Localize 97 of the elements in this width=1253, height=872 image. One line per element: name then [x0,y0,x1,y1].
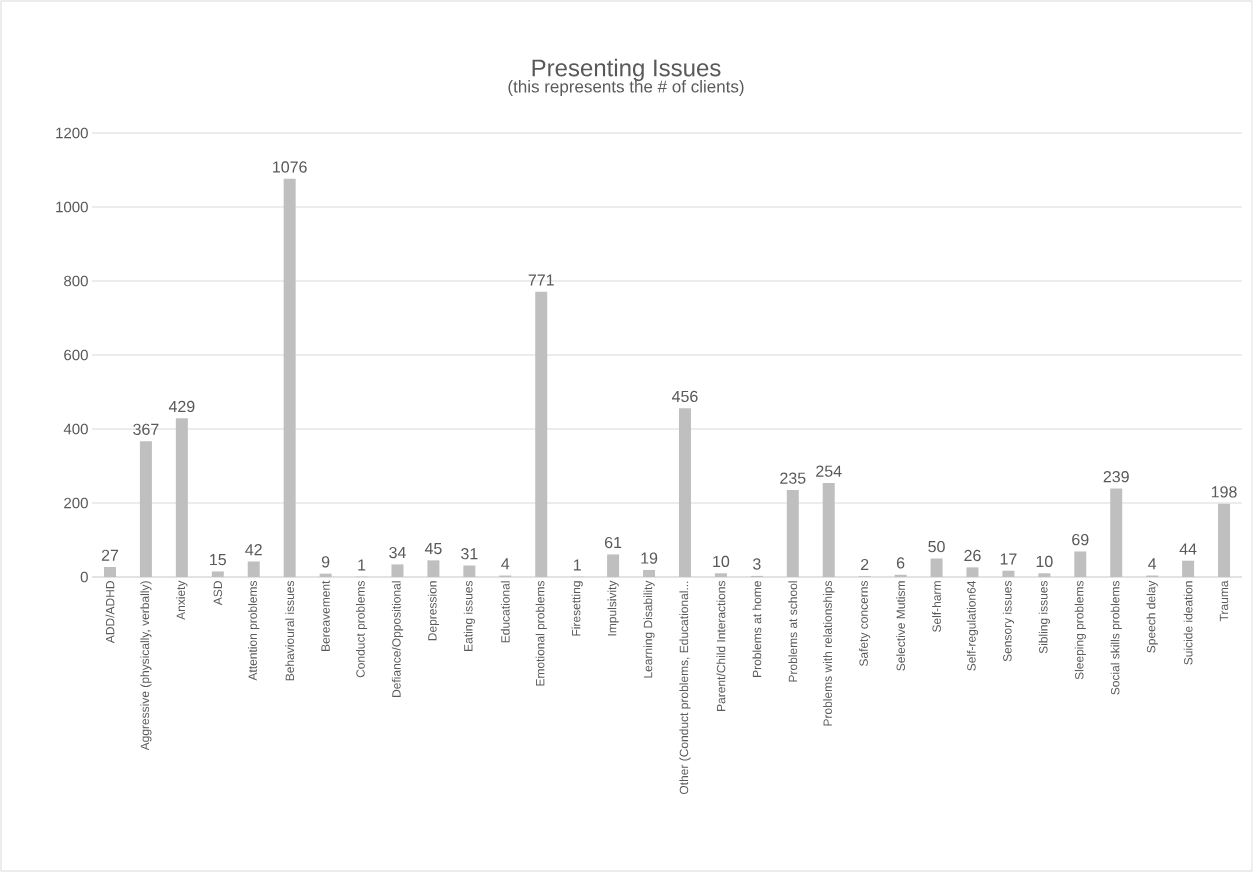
x-tick-label: Sibling issues [1038,580,1050,654]
data-label: 15 [210,554,227,566]
bar [607,554,620,577]
bar [1002,570,1015,577]
bar [822,483,835,577]
data-label: 10 [713,555,730,568]
x-tick-label: ADD/ADHD [105,581,115,644]
data-label: 6 [896,557,905,569]
data-label: 198 [1211,486,1237,498]
data-label: 17 [1000,553,1017,565]
bar [966,567,979,577]
x-tick-label: Behavioural issues [285,580,295,681]
data-label: 235 [780,472,806,484]
bar [930,558,943,577]
data-label: 34 [389,546,406,559]
bar [283,178,296,577]
data-label: 1076 [273,161,307,173]
x-tick-label: Self-harm [932,581,941,632]
x-tick-label: Self-regulation64 [966,580,979,671]
x-tick-label: Sleeping problems [1074,580,1086,680]
data-label: 239 [1103,471,1129,483]
bar [319,573,332,577]
x-tick-label: Parent/Child Interactions [716,580,726,711]
data-label: 771 [528,274,554,286]
x-tick-label: Suicide ideation [1183,581,1193,665]
x-tick-label: Emotional problems [535,580,547,686]
x-tick-label: Social skills problems [1110,580,1122,695]
bar [463,565,476,577]
data-label: 50 [928,540,945,553]
data-label: 9 [321,556,330,568]
bar [1182,560,1195,577]
bar [1218,503,1231,577]
x-tick-label: Selective Mutism [896,581,905,671]
data-label: 10 [1036,555,1053,568]
x-tick-label: Attention problems [248,580,260,681]
bar [247,561,260,577]
x-tick-label: Impulsivity [607,580,619,636]
x-tick-label: Anxiety [176,580,188,620]
bar [678,408,691,577]
y-tick-label: 400 [63,423,88,435]
x-tick-label: Learning Disability [643,580,655,678]
bar [1074,551,1087,577]
bar [786,490,799,577]
data-label: 45 [424,542,442,555]
data-label: 1 [573,559,581,571]
data-label: 254 [816,465,842,477]
data-label: 19 [641,552,658,564]
x-tick-label: Problems at home [752,581,762,677]
bar [391,564,404,577]
x-tick-label: Safety concerns [859,580,871,667]
data-label: 44 [1179,543,1197,555]
x-tick-label: Problems at school [788,581,798,682]
bar [103,567,116,577]
y-tick-label: 1200 [56,127,88,139]
y-tick-label: 200 [64,497,88,509]
bar [1038,573,1051,577]
x-tick-label: Firesetting [571,581,583,636]
x-tick-label: Conduct problems [355,580,368,678]
data-label: 4 [501,558,510,570]
x-tick-label: Eating issues [463,580,475,651]
bar [211,571,224,577]
x-tick-label: Speech delay [1146,580,1158,653]
data-label: 456 [671,390,698,403]
x-tick-label: Defiance/Oppositional [391,581,404,697]
x-tick-label: ASD [213,581,223,606]
data-label: 4 [1148,558,1157,570]
bar [427,560,440,577]
y-tick-label: 0 [80,571,88,583]
data-label: 367 [133,423,159,435]
y-tick-label: 800 [64,275,88,287]
bar [1110,488,1123,577]
data-label: 61 [605,536,622,549]
bar [535,291,548,577]
data-label: 2 [861,558,869,571]
bar [714,573,727,577]
data-label: 27 [101,549,119,561]
x-tick-label: Other (Conduct problems, Educational... [679,581,691,795]
data-label: 69 [1072,533,1089,546]
data-label: 42 [245,544,262,556]
x-tick-label: Bereavement [321,580,330,651]
data-label: 31 [461,547,478,560]
data-label: 3 [753,558,761,570]
x-tick-label: Trauma [1219,580,1229,622]
data-label: 26 [964,549,981,562]
bar [175,418,188,577]
x-tick-label: Depression [427,581,440,641]
x-tick-label: Aggressive (physically, verbally) [140,581,152,751]
x-tick-label: Educational [500,581,510,643]
bar [643,569,656,577]
data-label: 1 [358,559,366,571]
x-tick-label: Problems with relationships [823,580,835,726]
bar [139,441,152,577]
x-tick-label: Sensory issues [1002,580,1015,662]
data-label: 429 [168,400,195,413]
chart-subtitle: (this represents the # of clients) [508,80,744,96]
y-tick-label: 600 [64,349,88,361]
y-tick-label: 1000 [56,201,88,213]
